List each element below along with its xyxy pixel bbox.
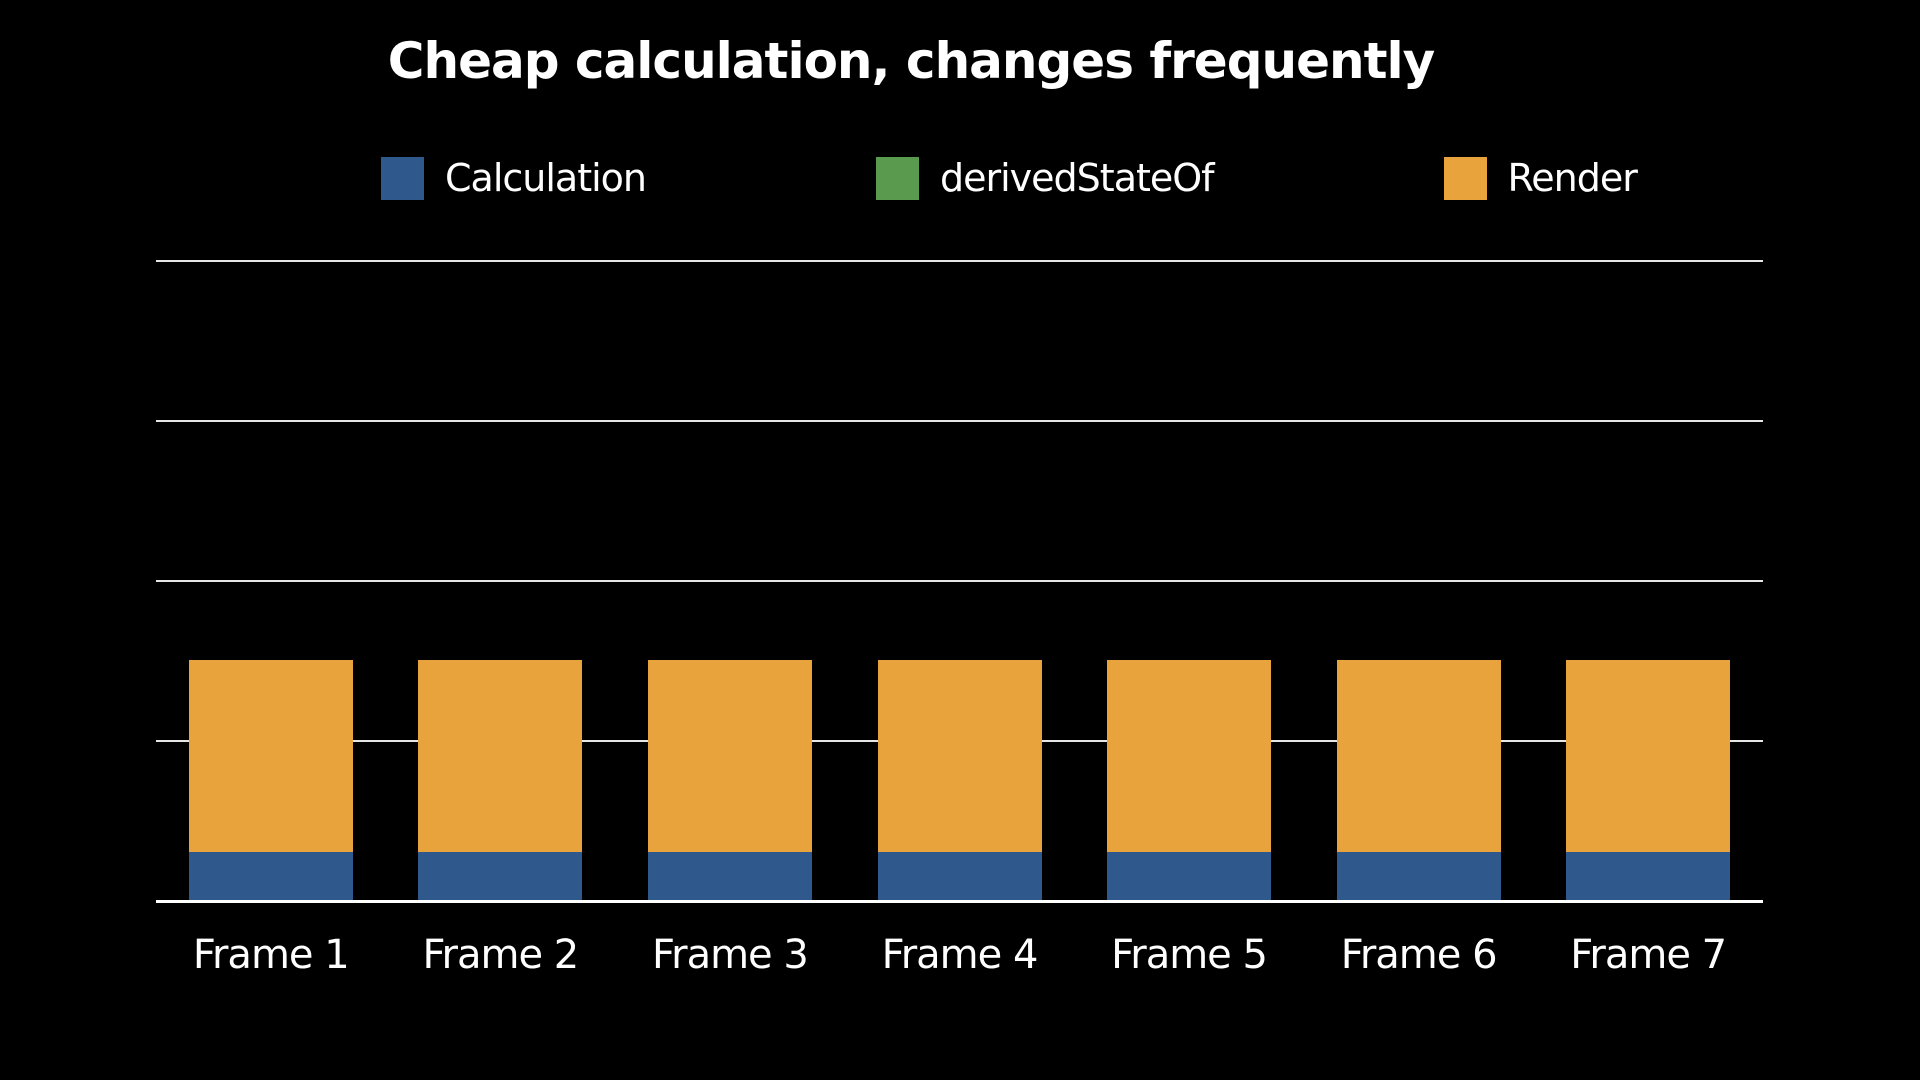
gridline-y-3	[156, 420, 1763, 422]
bar-segment-Calculation	[418, 852, 583, 900]
bar-segment-Render	[647, 660, 812, 852]
legend-item-Render: Render	[1443, 156, 1638, 200]
bar-segment-Render	[188, 660, 353, 852]
x-axis-label-frame-5: Frame 5	[1111, 932, 1268, 978]
chart-title: Cheap calculation, changes frequently	[387, 32, 1435, 90]
bar-segment-Render	[1566, 660, 1731, 852]
legend: Calculation derivedStateOf Render	[381, 156, 1638, 200]
bar-stack-frame-7	[1566, 660, 1731, 900]
legend-swatch-icon	[1443, 156, 1487, 200]
bar-segment-Calculation	[1566, 852, 1731, 900]
bar-stack-frame-1	[188, 660, 353, 900]
bar-stack-frame-3	[647, 660, 812, 900]
x-axis-label-frame-2: Frame 2	[422, 932, 579, 978]
bar-stack-frame-5	[1107, 660, 1272, 900]
bar-segment-Calculation	[877, 852, 1042, 900]
x-axis-label-frame-4: Frame 4	[881, 932, 1039, 978]
gridline-y-4	[156, 260, 1763, 262]
legend-swatch-icon	[381, 156, 424, 200]
bar-stack-frame-4	[877, 660, 1042, 900]
legend-swatch-icon	[876, 156, 919, 200]
x-axis-label-frame-3: Frame 3	[652, 932, 809, 978]
legend-item-derivedStateOf: derivedStateOf	[876, 156, 1215, 200]
legend-label: Calculation	[445, 156, 647, 200]
bar-segment-Render	[418, 660, 583, 852]
bar-segment-Calculation	[647, 852, 812, 900]
bar-stack-frame-2	[418, 660, 583, 900]
bar-stack-frame-6	[1336, 660, 1501, 900]
x-axis-label-frame-1: Frame 1	[192, 932, 350, 978]
plot-area	[156, 0, 1763, 1080]
bar-segment-Calculation	[1336, 852, 1501, 900]
x-axis-line	[156, 900, 1763, 903]
bar-segment-Calculation	[188, 852, 353, 900]
bar-segment-Calculation	[1107, 852, 1272, 900]
bar-segment-Render	[1107, 660, 1272, 852]
legend-label: derivedStateOf	[940, 156, 1215, 200]
x-axis-label-frame-6: Frame 6	[1340, 932, 1498, 978]
bar-segment-Render	[1336, 660, 1501, 852]
legend-item-Calculation: Calculation	[381, 156, 647, 200]
bar-segment-Render	[877, 660, 1042, 852]
x-axis-label-frame-7: Frame 7	[1570, 932, 1727, 978]
gridline-y-2	[156, 580, 1763, 582]
legend-label: Render	[1507, 156, 1638, 200]
